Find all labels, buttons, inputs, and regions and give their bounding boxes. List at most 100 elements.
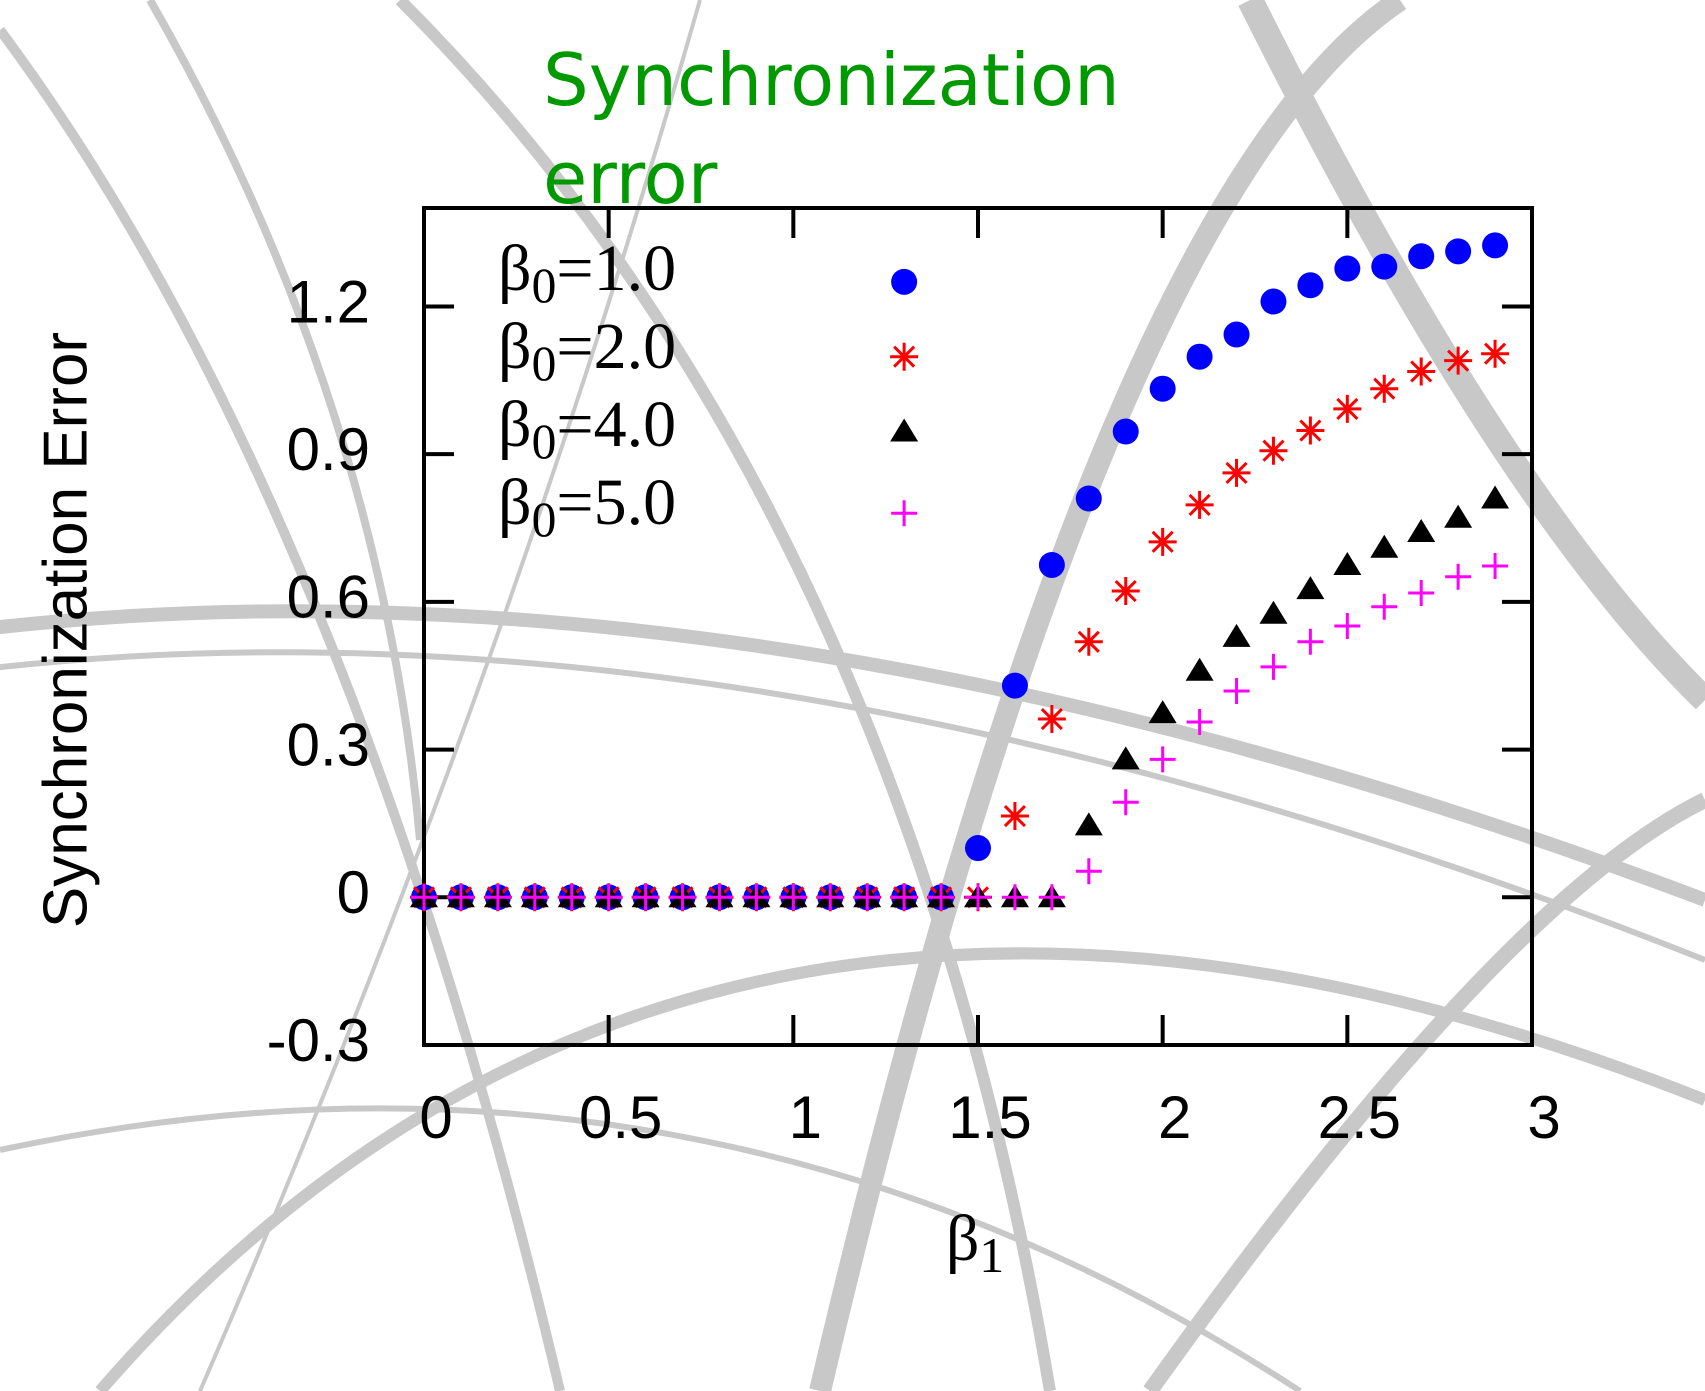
point xyxy=(1148,527,1177,556)
point xyxy=(1371,253,1398,280)
point xyxy=(891,884,918,911)
point xyxy=(1112,789,1139,816)
point xyxy=(1074,627,1103,656)
point xyxy=(1408,580,1435,607)
point xyxy=(1481,339,1510,368)
x-tick-label: 1.5 xyxy=(948,1084,1031,1151)
y-axis-label: Synchronization Error xyxy=(31,332,100,928)
point xyxy=(1482,232,1509,259)
point xyxy=(1371,593,1398,620)
point xyxy=(1333,551,1362,575)
point xyxy=(1259,436,1288,465)
point xyxy=(1223,677,1250,704)
point xyxy=(1185,657,1214,681)
point xyxy=(1148,700,1177,724)
point xyxy=(1370,534,1399,558)
point xyxy=(1260,653,1287,680)
x-tick-label: 2 xyxy=(1158,1084,1191,1151)
point xyxy=(890,418,919,442)
point xyxy=(1075,485,1102,512)
point xyxy=(1334,255,1361,282)
background-arc xyxy=(1143,792,1705,1391)
y-tick-label: 0.3 xyxy=(287,711,370,778)
point xyxy=(1186,343,1213,370)
legend-entry: β0=1.0 xyxy=(498,232,676,313)
point xyxy=(817,884,844,911)
point xyxy=(1334,613,1361,640)
point xyxy=(965,835,991,862)
point xyxy=(1037,705,1066,734)
point xyxy=(521,884,548,911)
point xyxy=(1186,709,1213,736)
background-arc xyxy=(0,27,565,1391)
point xyxy=(1482,552,1509,579)
point xyxy=(891,268,918,295)
point xyxy=(1297,628,1324,655)
point xyxy=(1481,485,1510,509)
point xyxy=(743,884,770,911)
point xyxy=(558,884,585,911)
point xyxy=(1075,858,1102,885)
point xyxy=(1149,746,1176,773)
chart-title-text: Synchronization error xyxy=(543,38,1120,220)
point xyxy=(854,884,881,911)
background-arc xyxy=(0,649,1705,963)
point xyxy=(890,342,919,371)
y-tick-label: 0 xyxy=(337,859,370,926)
point xyxy=(1297,272,1324,299)
point xyxy=(1111,746,1140,770)
point xyxy=(1296,576,1325,600)
legend-entry: β0=5.0 xyxy=(498,466,676,547)
point xyxy=(1038,884,1065,911)
legend-entry: β0=2.0 xyxy=(498,310,676,391)
point xyxy=(595,884,622,911)
point xyxy=(1223,321,1250,348)
point xyxy=(965,884,991,911)
point xyxy=(632,884,659,911)
point xyxy=(447,884,474,911)
x-tick-label: 0.5 xyxy=(579,1084,662,1151)
point xyxy=(706,884,733,911)
background-arc xyxy=(395,0,1056,1391)
point xyxy=(669,884,696,911)
point xyxy=(1222,458,1251,487)
point xyxy=(1407,357,1436,386)
y-tick-label: 1.2 xyxy=(287,268,370,335)
point xyxy=(1222,623,1251,647)
chart-title: Synchronization error xyxy=(543,38,1120,220)
point xyxy=(1260,288,1287,315)
background-arc xyxy=(146,0,424,841)
x-tick-label: 1 xyxy=(789,1084,822,1151)
point xyxy=(928,884,955,911)
point xyxy=(1259,600,1288,624)
point xyxy=(1185,490,1214,519)
point xyxy=(1111,577,1140,606)
point xyxy=(1370,374,1399,403)
point xyxy=(1001,672,1028,699)
x-tick-label: 3 xyxy=(1527,1084,1560,1151)
x-tick-label: 0 xyxy=(419,1084,452,1151)
point xyxy=(891,500,918,527)
background-arc xyxy=(95,947,1705,1391)
background-arc xyxy=(809,0,1407,1391)
point xyxy=(1333,394,1362,423)
point xyxy=(1001,884,1028,911)
background-arc xyxy=(1238,0,1705,710)
x-axis-label: β1 xyxy=(946,1202,1004,1283)
point xyxy=(1445,563,1472,590)
point xyxy=(1445,238,1472,265)
point xyxy=(1408,243,1435,270)
point xyxy=(780,884,807,911)
point xyxy=(411,884,437,911)
background-arc xyxy=(0,604,1705,907)
point xyxy=(1112,418,1139,445)
point xyxy=(1296,416,1325,445)
y-tick-label: 0.6 xyxy=(287,564,370,631)
point xyxy=(1444,346,1473,375)
point xyxy=(1444,504,1473,528)
point xyxy=(1000,802,1029,831)
point xyxy=(484,884,511,911)
y-tick-label: 0.9 xyxy=(287,416,370,483)
y-tick-label: -0.3 xyxy=(267,1007,370,1074)
